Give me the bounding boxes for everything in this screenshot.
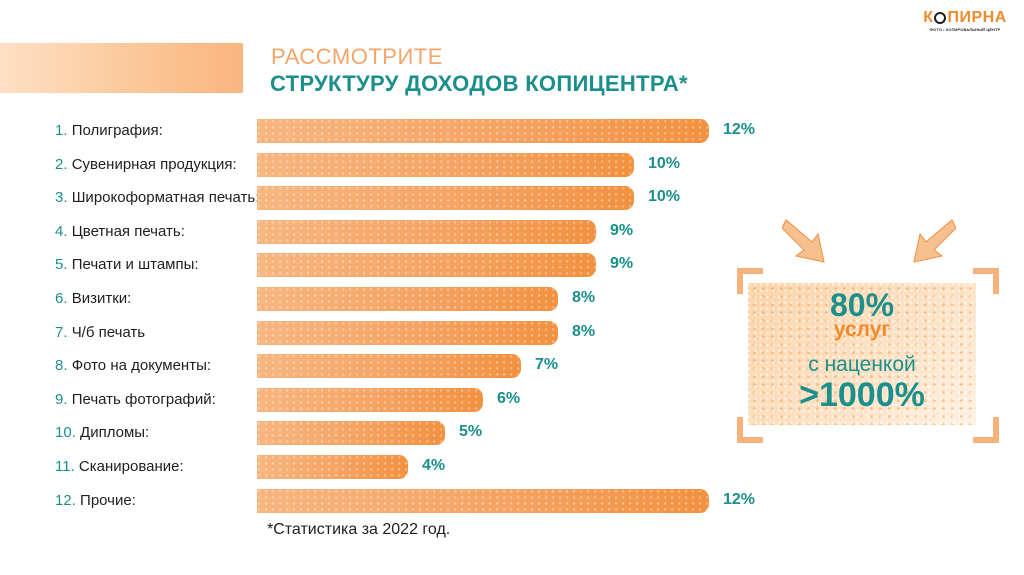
chart-row: 4. Цветная печать: 9% bbox=[0, 219, 780, 245]
chart-row: 11. Сканирование: 4% bbox=[0, 454, 780, 480]
category-name: Дипломы: bbox=[80, 424, 150, 441]
category-label: 6. Визитки: bbox=[55, 290, 131, 307]
category-name: Визитки: bbox=[71, 290, 132, 307]
category-number: 7. bbox=[55, 324, 68, 341]
callout-services-label: услуг bbox=[833, 318, 891, 341]
page-title-line1: РАССМОТРИТЕ bbox=[271, 44, 443, 69]
category-label: 11. Сканирование: bbox=[55, 458, 184, 475]
chart-row: 7. Ч/б печать 8% bbox=[0, 320, 780, 346]
data-bar bbox=[257, 153, 634, 177]
category-label: 2. Сувенирная продукция: bbox=[55, 156, 237, 173]
chart-row: 9. Печать фотографий: 6% bbox=[0, 387, 780, 413]
logo-ring-icon bbox=[934, 11, 947, 24]
data-label: 6% bbox=[497, 390, 521, 407]
category-number: 9. bbox=[55, 391, 68, 408]
chart-row: 5. Печати и штампы: 9% bbox=[0, 252, 780, 278]
callout-markup-value: >1000% bbox=[799, 376, 925, 414]
category-name: Полиграфия: bbox=[71, 122, 163, 139]
category-label: 10. Дипломы: bbox=[55, 424, 149, 441]
category-number: 3. bbox=[55, 189, 68, 206]
callout-corner-bottom-right bbox=[973, 417, 999, 443]
category-name: Ч/б печать bbox=[71, 324, 146, 341]
chart-row: 1. Полиграфия: 12% bbox=[0, 118, 780, 144]
callout-percent: 80% bbox=[829, 287, 895, 323]
logo-tagline: ФОТО • КОПИРОВАЛЬНЫЙ ЦЕНТР bbox=[929, 27, 1001, 32]
category-name: Прочие: bbox=[80, 492, 136, 509]
data-bar bbox=[257, 455, 408, 479]
category-number: 12. bbox=[55, 492, 76, 509]
data-bar bbox=[257, 321, 558, 345]
title-decor-band bbox=[0, 43, 243, 93]
category-label: 9. Печать фотографий: bbox=[55, 391, 216, 408]
chart-row: 2. Сувенирная продукция: 10% bbox=[0, 152, 780, 178]
data-bar bbox=[257, 354, 521, 378]
callout-corner-top-right bbox=[973, 268, 999, 294]
category-label: 4. Цветная печать: bbox=[55, 223, 185, 240]
category-name: Печати и штампы: bbox=[71, 256, 199, 273]
category-label: 8. Фото на документы: bbox=[55, 357, 211, 374]
category-name: Широкоформатная печать: bbox=[71, 189, 260, 206]
data-label: 5% bbox=[459, 423, 483, 440]
page-title-line2: СТРУКТУРУ ДОХОДОВ КОПИЦЕНТРА* bbox=[270, 71, 688, 96]
category-label: 12. Прочие: bbox=[55, 492, 136, 509]
data-label: 8% bbox=[572, 289, 596, 306]
data-bar bbox=[257, 388, 483, 412]
logo-word-start: К bbox=[923, 9, 934, 26]
logo-word-end: ПИРНА bbox=[947, 9, 1007, 26]
chart-row: 3. Широкоформатная печать: 10% bbox=[0, 185, 780, 211]
data-label: 9% bbox=[610, 222, 634, 239]
footnote: *Статистика за 2022 год. bbox=[267, 521, 451, 538]
data-label: 4% bbox=[422, 457, 446, 474]
data-label: 12% bbox=[723, 491, 756, 508]
arrow-down-right-icon bbox=[782, 219, 825, 263]
data-label: 9% bbox=[610, 255, 634, 272]
category-name: Сканирование: bbox=[78, 458, 184, 475]
category-number: 5. bbox=[55, 256, 68, 273]
callout-corner-top-left bbox=[737, 268, 763, 294]
category-name: Цветная печать: bbox=[71, 223, 185, 240]
logo-wordmark: К ПИРНА bbox=[917, 9, 1013, 27]
brand-logo[interactable]: К ПИРНА ФОТО • КОПИРОВАЛЬНЫЙ ЦЕНТР bbox=[917, 9, 1013, 35]
data-label: 10% bbox=[648, 188, 681, 205]
category-number: 2. bbox=[55, 156, 68, 173]
arrow-down-left-icon bbox=[913, 219, 956, 263]
data-bar bbox=[257, 489, 709, 513]
data-bar bbox=[257, 287, 558, 311]
data-label: 12% bbox=[723, 121, 756, 138]
data-bar bbox=[257, 253, 596, 277]
category-label: 3. Широкоформатная печать: bbox=[55, 189, 259, 206]
category-name: Фото на документы: bbox=[71, 357, 212, 374]
data-bar bbox=[257, 186, 634, 210]
data-label: 8% bbox=[572, 323, 596, 340]
chart-row: 10. Дипломы: 5% bbox=[0, 420, 780, 446]
data-label: 10% bbox=[648, 155, 681, 172]
callout-corner-bottom-left bbox=[737, 417, 763, 443]
category-number: 10. bbox=[55, 424, 76, 441]
category-number: 4. bbox=[55, 223, 68, 240]
data-bar bbox=[257, 119, 709, 143]
chart-row: 12. Прочие: 12% bbox=[0, 488, 780, 514]
category-label: 5. Печати и штампы: bbox=[55, 256, 199, 273]
category-number: 6. bbox=[55, 290, 68, 307]
category-number: 11. bbox=[55, 458, 75, 475]
category-number: 8. bbox=[55, 357, 68, 374]
data-bar bbox=[257, 220, 596, 244]
category-number: 1. bbox=[55, 122, 68, 139]
category-label: 1. Полиграфия: bbox=[55, 122, 163, 139]
data-bar bbox=[257, 421, 445, 445]
chart-row: 8. Фото на документы: 7% bbox=[0, 353, 780, 379]
callout-markup-label: с наценкой bbox=[808, 353, 916, 376]
category-name: Печать фотографий: bbox=[71, 391, 216, 408]
chart-row: 6. Визитки: 8% bbox=[0, 286, 780, 312]
category-label: 7. Ч/б печать bbox=[55, 324, 145, 341]
data-label: 7% bbox=[535, 356, 559, 373]
callout-box bbox=[748, 283, 976, 425]
category-name: Сувенирная продукция: bbox=[71, 156, 237, 173]
